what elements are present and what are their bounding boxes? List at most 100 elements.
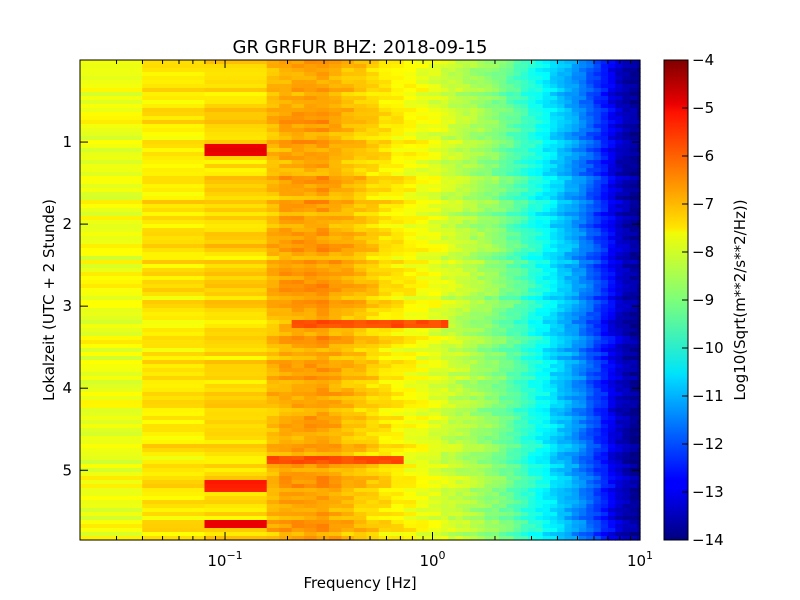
heatmap-cell (403, 268, 417, 273)
heatmap-cell (279, 492, 293, 497)
heatmap-cell (304, 388, 318, 393)
heatmap-cell (542, 200, 551, 205)
heatmap-cell (316, 88, 330, 93)
heatmap-cell (491, 372, 500, 377)
heatmap-cell (520, 488, 529, 493)
heatmap-cell (579, 244, 587, 249)
heatmap-cell (391, 164, 405, 169)
heatmap-cell (571, 144, 580, 149)
heatmap-cell (266, 448, 280, 453)
heatmap-cell (520, 272, 529, 277)
heatmap-cell (542, 344, 551, 349)
heatmap-cell (557, 80, 566, 85)
heatmap-cell (80, 368, 143, 373)
heatmap-cell (579, 400, 587, 405)
heatmap-cell (341, 108, 355, 113)
heatmap-cell (622, 476, 631, 481)
heatmap-cell (341, 180, 355, 185)
heatmap-cell (279, 224, 293, 229)
heatmap-cell (586, 452, 595, 457)
heatmap-cell (204, 472, 268, 477)
heatmap-cell (441, 120, 449, 125)
heatmap-cell (353, 264, 367, 269)
heatmap-cell (428, 256, 442, 261)
heatmap-cell (353, 364, 367, 369)
heatmap-cell (391, 172, 405, 177)
heatmap-cell (266, 356, 280, 361)
heatmap-cell (366, 500, 380, 505)
heatmap-cell (391, 108, 405, 113)
heatmap-cell (499, 124, 507, 129)
heatmap-cell (622, 320, 631, 325)
heatmap-cell (586, 396, 595, 401)
heatmap-cell (266, 468, 280, 473)
heatmap-cell (608, 144, 616, 149)
heatmap-cell (428, 108, 442, 113)
heatmap-cell (513, 108, 522, 113)
heatmap-cell (142, 252, 206, 257)
heatmap-cell (484, 460, 493, 465)
heatmap-cell (366, 244, 380, 249)
heatmap-cell (441, 380, 449, 385)
heatmap-cell (328, 80, 343, 85)
heatmap-cell (579, 156, 587, 161)
heatmap-cell (477, 112, 486, 117)
heatmap-cell (520, 216, 529, 221)
heatmap-cell (615, 296, 624, 301)
heatmap-cell (403, 400, 417, 405)
heatmap-cell (520, 328, 529, 333)
heatmap-cell (204, 120, 268, 125)
heatmap-cell (142, 160, 206, 165)
heatmap-cell (600, 136, 609, 141)
heatmap-cell (266, 276, 280, 281)
heatmap-cell (448, 124, 457, 129)
heatmap-cell (142, 284, 206, 289)
heatmap-cell (403, 456, 417, 461)
heatmap-cell (328, 180, 343, 185)
heatmap-cell (353, 376, 367, 381)
heatmap-cell (403, 228, 417, 233)
heatmap-cell (80, 228, 143, 233)
heatmap-cell (448, 216, 457, 221)
heatmap-cell (341, 72, 355, 77)
heatmap-cell (470, 376, 478, 381)
heatmap-cell (455, 148, 464, 153)
heatmap-cell (142, 272, 206, 277)
heatmap-cell (403, 144, 417, 149)
heatmap-cell (491, 468, 500, 473)
heatmap-cell (291, 116, 305, 121)
heatmap-cell (549, 344, 558, 349)
heatmap-cell (564, 440, 573, 445)
heatmap-cell (477, 480, 486, 485)
heatmap-cell (391, 476, 405, 481)
heatmap-cell (571, 200, 580, 205)
heatmap-cell (291, 280, 305, 285)
heatmap-cell (491, 344, 500, 349)
heatmap-cell (341, 100, 355, 105)
heatmap-cell (491, 164, 500, 169)
heatmap-cell (615, 368, 624, 373)
heatmap-cell (586, 312, 595, 317)
heatmap-cell (428, 388, 442, 393)
heatmap-cell (484, 396, 493, 401)
heatmap-cell (520, 496, 529, 501)
heatmap-cell (629, 120, 638, 125)
heatmap-cell (416, 384, 430, 389)
heatmap-cell (378, 72, 392, 77)
heatmap-cell (204, 460, 268, 465)
heatmap-cell (455, 336, 464, 341)
heatmap-cell (637, 164, 641, 169)
heatmap-cell (593, 164, 602, 169)
heatmap-cell (513, 192, 522, 197)
heatmap-cell (615, 404, 624, 409)
heatmap-cell (470, 168, 478, 173)
heatmap-cell (549, 128, 558, 133)
heatmap-cell (316, 364, 330, 369)
heatmap-cell (528, 192, 537, 197)
heatmap-cell (353, 144, 367, 149)
heatmap-cell (416, 128, 430, 133)
heatmap-cell (506, 80, 515, 85)
heatmap-cell (328, 408, 343, 413)
heatmap-cell (366, 432, 380, 437)
heatmap-cell (448, 96, 457, 101)
